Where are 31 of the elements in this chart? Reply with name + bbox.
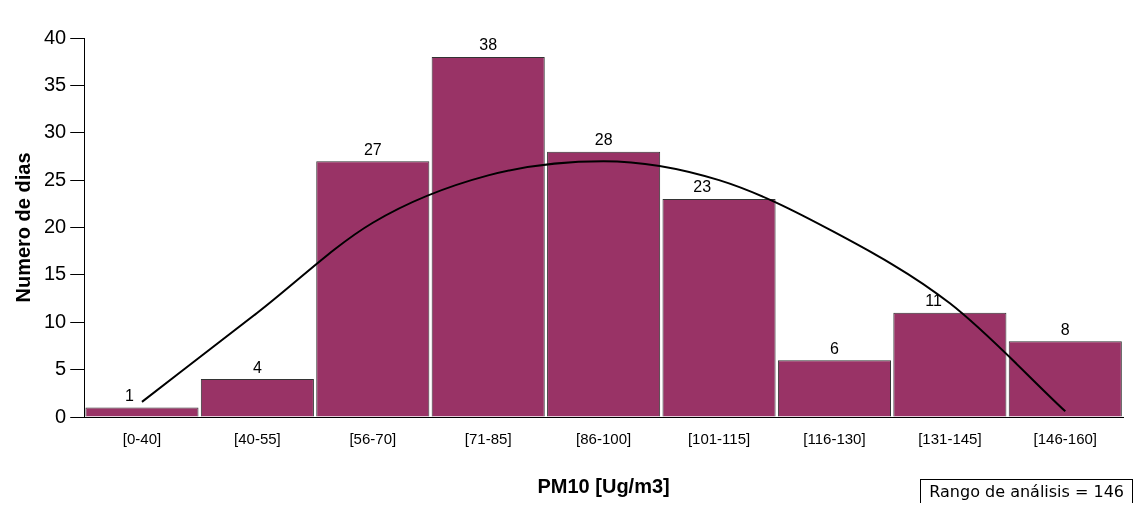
y-tick-label: 30 [44,120,67,143]
y-tick-label: 25 [44,167,67,190]
x-tick-label: [0-40] [122,430,162,448]
data-label: 38 [479,36,498,54]
data-label: 4 [252,358,262,376]
x-axis-title: PM10 [Ug/m3] [537,474,670,497]
line-series [140,160,1067,413]
x-tick-label: [146-160] [1033,430,1097,448]
y-tick-label: 40 [44,25,67,48]
y-tick-label: 15 [44,262,67,285]
x-tick-label: [71-85] [464,430,512,448]
text: Rango de análisis = 146 [920,479,1133,503]
data-label: 1 [125,386,135,404]
x-tick-label: [56-70] [349,430,397,448]
data-label: 23 [693,178,712,196]
x-tick-label: [101-115] [687,430,751,448]
y-axis-title: Numero de dias [11,152,34,303]
y-tick-label: 10 [44,309,67,332]
y-tick-label: 20 [44,215,67,238]
data-label: 6 [830,339,839,357]
data-label: 27 [363,140,382,158]
x-tick-label: [131-145] [918,430,982,448]
x-tick-label: [116-130] [803,430,866,448]
x-tick-label: [86-100] [576,430,632,448]
data-label: 11 [925,292,942,310]
data-label: 28 [594,131,613,149]
y-tick-label: 5 [55,357,67,380]
y-tick-label: 0 [55,404,67,427]
data-label: 8 [1060,320,1070,338]
y-tick-label: 35 [44,72,67,95]
x-tick-label: [40-55] [234,430,281,448]
